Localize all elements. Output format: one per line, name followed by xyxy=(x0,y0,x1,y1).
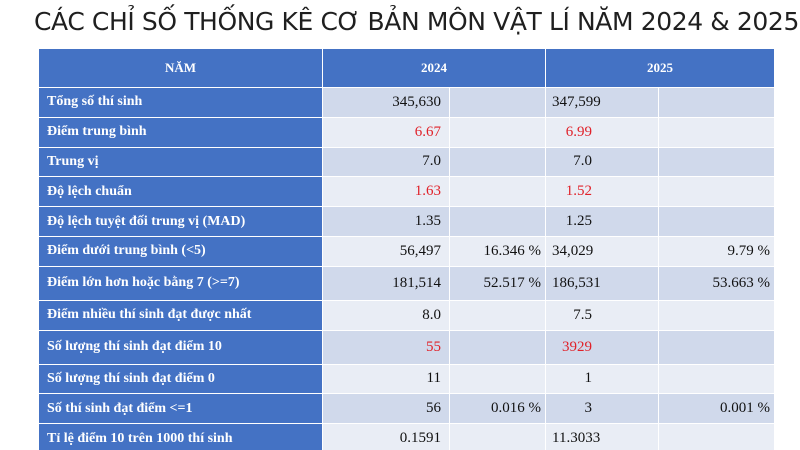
row-label: Số lượng thí sinh đạt điểm 10 xyxy=(38,329,323,365)
percent-2025: 0.001 % xyxy=(658,393,775,425)
table-row: Số lượng thí sinh đạt điểm 10 55 3929 xyxy=(38,329,775,365)
table-row: Tỉ lệ điểm 10 trên 1000 thí sinh 0.1591 11… xyxy=(38,423,775,450)
table-row: Trung vị 7.0 7.0 xyxy=(38,146,775,178)
percent-2025: 9.79 % xyxy=(658,235,775,267)
table-row: Độ lệch tuyệt đối trung vị (MAD) 1.35 1.25 xyxy=(38,206,775,237)
row-label: Tổng số thí sinh xyxy=(38,87,323,118)
row-label: Số lượng thí sinh đạt điểm 0 xyxy=(38,363,323,395)
row-label: Tỉ lệ điểm 10 trên 1000 thí sinh xyxy=(38,423,323,450)
row-label: Số thí sinh đạt điểm <=1 xyxy=(38,393,323,425)
value-2024: 56 xyxy=(322,393,450,425)
percent-2025 xyxy=(658,176,775,208)
value-2025: 186,531 xyxy=(545,265,659,301)
percent-2025 xyxy=(658,329,775,365)
percent-2024 xyxy=(449,146,546,178)
row-label: Độ lệch chuẩn xyxy=(38,176,323,208)
value-2024: 56,497 xyxy=(322,235,450,267)
value-2024: 6.67 xyxy=(322,116,450,148)
percent-2024 xyxy=(449,206,546,237)
percent-2024 xyxy=(449,363,546,395)
table-row: Số thí sinh đạt điểm <=1 56 0.016 % 3 0.001 … xyxy=(38,393,775,425)
value-2025: 1.25 xyxy=(545,206,659,237)
percent-2024: 52.517 % xyxy=(449,265,546,301)
percent-2025 xyxy=(658,116,775,148)
value-2024: 1.63 xyxy=(322,176,450,208)
value-2024: 55 xyxy=(322,329,450,365)
value-2025: 7.0 xyxy=(545,146,659,178)
value-2025: 11.3033 xyxy=(545,423,659,450)
percent-2024 xyxy=(449,87,546,118)
value-2024: 181,514 xyxy=(322,265,450,301)
row-label: Trung vị xyxy=(38,146,323,178)
header-2025: 2025 xyxy=(545,48,775,88)
value-2024: 8.0 xyxy=(322,299,450,331)
percent-2025 xyxy=(658,363,775,395)
percent-2024 xyxy=(449,176,546,208)
row-label: Điểm dưới trung bình (<5) xyxy=(38,235,323,267)
percent-2025 xyxy=(658,299,775,331)
value-2024: 0.1591 xyxy=(322,423,450,450)
value-2024: 7.0 xyxy=(322,146,450,178)
page-title: CÁC CHỈ SỐ THỐNG KÊ CƠ BẢN MÔN VẬT LÍ NĂ… xyxy=(34,7,799,36)
percent-2025: 53.663 % xyxy=(658,265,775,301)
row-label: Điểm lớn hơn hoặc bằng 7 (>=7) xyxy=(38,265,323,301)
value-2025: 6.99 xyxy=(545,116,659,148)
value-2024: 345,630 xyxy=(322,87,450,118)
percent-2025 xyxy=(658,146,775,178)
table-row: Điểm trung bình 6.67 6.99 xyxy=(38,116,775,148)
table-header-row: NĂM 2024 2025 xyxy=(38,48,775,88)
header-year-label: NĂM xyxy=(38,48,323,88)
percent-2024 xyxy=(449,423,546,450)
row-label: Điểm trung bình xyxy=(38,116,323,148)
percent-2025 xyxy=(658,206,775,237)
table-row: Điểm dưới trung bình (<5) 56,497 16.346 % 3… xyxy=(38,235,775,267)
value-2025: 1 xyxy=(545,363,659,395)
percent-2024: 16.346 % xyxy=(449,235,546,267)
value-2025: 1.52 xyxy=(545,176,659,208)
value-2024: 1.35 xyxy=(322,206,450,237)
table-row: Điểm nhiều thí sinh đạt được nhất 8.0 7.5 xyxy=(38,299,775,331)
percent-2025 xyxy=(658,423,775,450)
percent-2025 xyxy=(658,87,775,118)
percent-2024 xyxy=(449,116,546,148)
row-label: Điểm nhiều thí sinh đạt được nhất xyxy=(38,299,323,331)
percent-2024: 0.016 % xyxy=(449,393,546,425)
value-2025: 3929 xyxy=(545,329,659,365)
table-row: Điểm lớn hơn hoặc bằng 7 (>=7) 181,514 52.… xyxy=(38,265,775,301)
table-row: Tổng số thí sinh 345,630 347,599 xyxy=(38,87,775,118)
statistics-table: NĂM 2024 2025 Tổng số thí sinh 345,630 347… xyxy=(38,48,775,450)
value-2025: 7.5 xyxy=(545,299,659,331)
percent-2024 xyxy=(449,329,546,365)
value-2025: 34,029 xyxy=(545,235,659,267)
percent-2024 xyxy=(449,299,546,331)
table-row: Độ lệch chuẩn 1.63 1.52 xyxy=(38,176,775,208)
value-2025: 3 xyxy=(545,393,659,425)
row-label: Độ lệch tuyệt đối trung vị (MAD) xyxy=(38,206,323,237)
value-2024: 11 xyxy=(322,363,450,395)
header-2024: 2024 xyxy=(322,48,546,88)
table-row: Số lượng thí sinh đạt điểm 0 11 1 xyxy=(38,363,775,395)
value-2025: 347,599 xyxy=(545,87,659,118)
